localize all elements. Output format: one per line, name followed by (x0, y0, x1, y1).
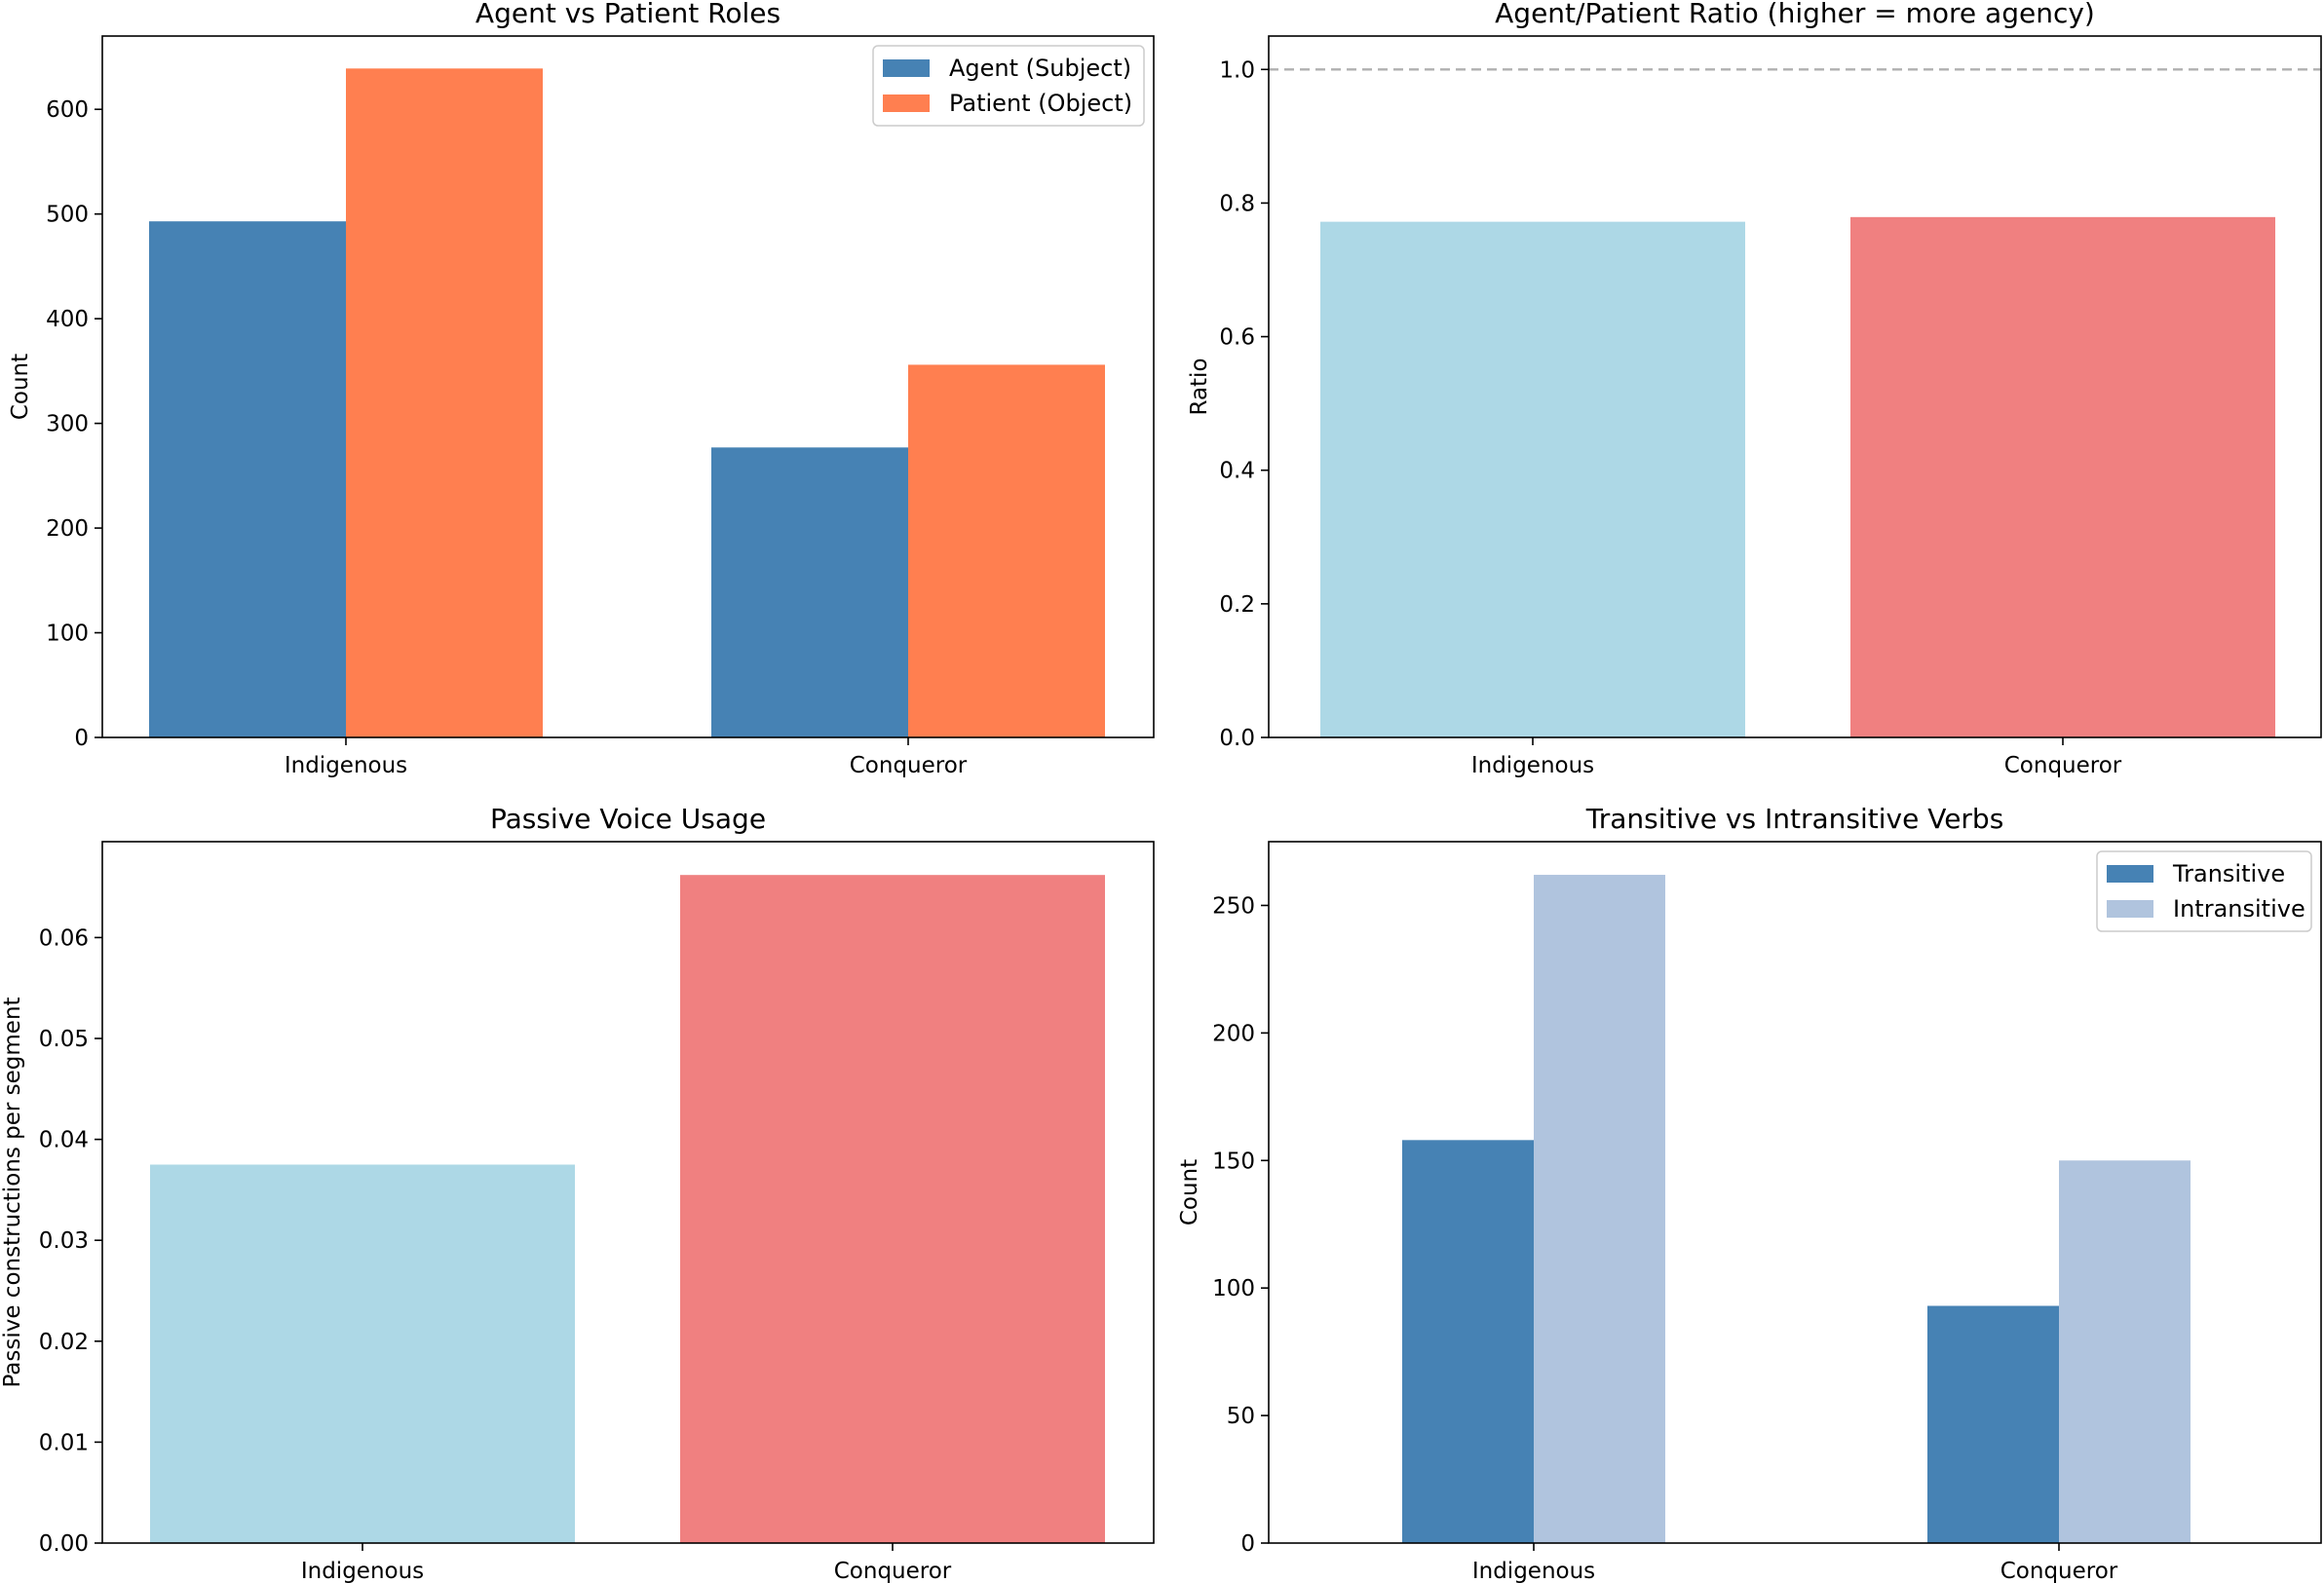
y-tick-label: 200 (46, 516, 89, 542)
chart-4: Transitive vs Intransitive Verbs Count 0 50… (1177, 803, 2322, 1583)
bar-transitive-indigenous (1402, 1140, 1534, 1543)
y-tick-label: 0.06 (39, 925, 89, 951)
y-tick-label: 100 (46, 622, 89, 647)
x-tick-label: Conqueror (2004, 753, 2122, 778)
y-tick-label: 0.05 (39, 1027, 89, 1052)
bar-conqueror (680, 875, 1105, 1543)
chart-2: Agent/Patient Ratio (higher = more agenc… (1187, 0, 2322, 778)
bar-patient-object-conqueror (908, 364, 1105, 737)
bar-intransitive-indigenous (1534, 875, 1665, 1543)
axes-frame (101, 35, 1155, 738)
y-tick-label: 0 (74, 726, 89, 751)
legend-swatch (883, 94, 930, 112)
y-axis-label: Ratio (1187, 358, 1212, 415)
bar-indigenous (150, 1164, 575, 1543)
chart-title: Agent/Patient Ratio (higher = more agenc… (1495, 0, 2095, 29)
legend-label: Patient (Object) (949, 90, 1132, 117)
y-tick-label: 0.01 (39, 1430, 89, 1455)
chart-1: Agent vs Patient Roles Count 0 100 200 300 400… (8, 0, 1155, 778)
axes-frame (1268, 35, 2322, 738)
x-tick-label: Indigenous (285, 753, 407, 778)
y-tick-label: 0.04 (39, 1128, 89, 1153)
y-tick-label: 0.6 (1219, 325, 1255, 351)
bar-agent-subject-indigenous (149, 221, 346, 737)
axes-frame (1268, 841, 2322, 1544)
legend-label: Intransitive (2173, 895, 2305, 923)
legend: Transitive Intransitive (2096, 850, 2312, 932)
x-tick-label: Indigenous (301, 1559, 424, 1583)
bar-patient-object-indigenous (346, 68, 543, 738)
x-tick-label: Conqueror (850, 753, 968, 778)
legend-swatch (883, 59, 930, 77)
y-tick-label: 50 (1227, 1404, 1255, 1429)
y-tick-label: 200 (1212, 1021, 1255, 1046)
y-tick-label: 250 (1212, 893, 1255, 919)
axes-frame (101, 841, 1155, 1544)
chart-title: Transitive vs Intransitive Verbs (1585, 803, 2004, 835)
y-tick-label: 0.02 (39, 1330, 89, 1355)
legend-box (872, 45, 1145, 127)
y-axis-label: Count (1177, 1159, 1202, 1225)
y-tick-label: 150 (1212, 1149, 1255, 1174)
y-tick-label: 0.4 (1219, 459, 1255, 484)
y-axis-label: Passive constructions per segment (0, 997, 25, 1387)
chart-title: Passive Voice Usage (490, 803, 766, 835)
y-tick-label: 300 (46, 412, 89, 437)
y-tick-label: 100 (1212, 1276, 1255, 1301)
bar-intransitive-conqueror (2059, 1160, 2191, 1543)
y-tick-label: 400 (46, 307, 89, 332)
x-tick-label: Indigenous (1471, 753, 1594, 778)
y-tick-label: 0.00 (39, 1531, 89, 1557)
y-tick-label: 600 (46, 97, 89, 123)
legend: Agent (Subject) Patient (Object) (872, 45, 1145, 127)
y-tick-label: 0.2 (1219, 592, 1255, 618)
chart-3: Passive Voice Usage Passive constructions… (0, 803, 1155, 1583)
y-tick-label: 0.0 (1219, 726, 1255, 751)
y-tick-label: 1.0 (1219, 57, 1255, 83)
bar-indigenous (1320, 221, 1745, 738)
y-tick-label: 0.03 (39, 1228, 89, 1254)
bar-conqueror (1850, 216, 2275, 738)
x-tick-label: Indigenous (1472, 1559, 1595, 1583)
x-tick-label: Conqueror (834, 1559, 952, 1583)
bar-transitive-conqueror (1927, 1305, 2059, 1543)
y-tick-label: 0.8 (1219, 191, 1255, 216)
bar-agent-subject-conqueror (711, 447, 908, 737)
y-tick-label: 500 (46, 203, 89, 228)
legend-label: Agent (Subject) (949, 55, 1131, 82)
legend-swatch (2107, 865, 2153, 883)
chart-title: Agent vs Patient Roles (476, 0, 781, 29)
legend-swatch (2107, 900, 2153, 918)
y-axis-label: Count (8, 354, 33, 420)
x-tick-label: Conqueror (2000, 1559, 2118, 1583)
y-tick-label: 0 (1240, 1531, 1255, 1557)
legend-label: Transitive (2172, 860, 2285, 887)
